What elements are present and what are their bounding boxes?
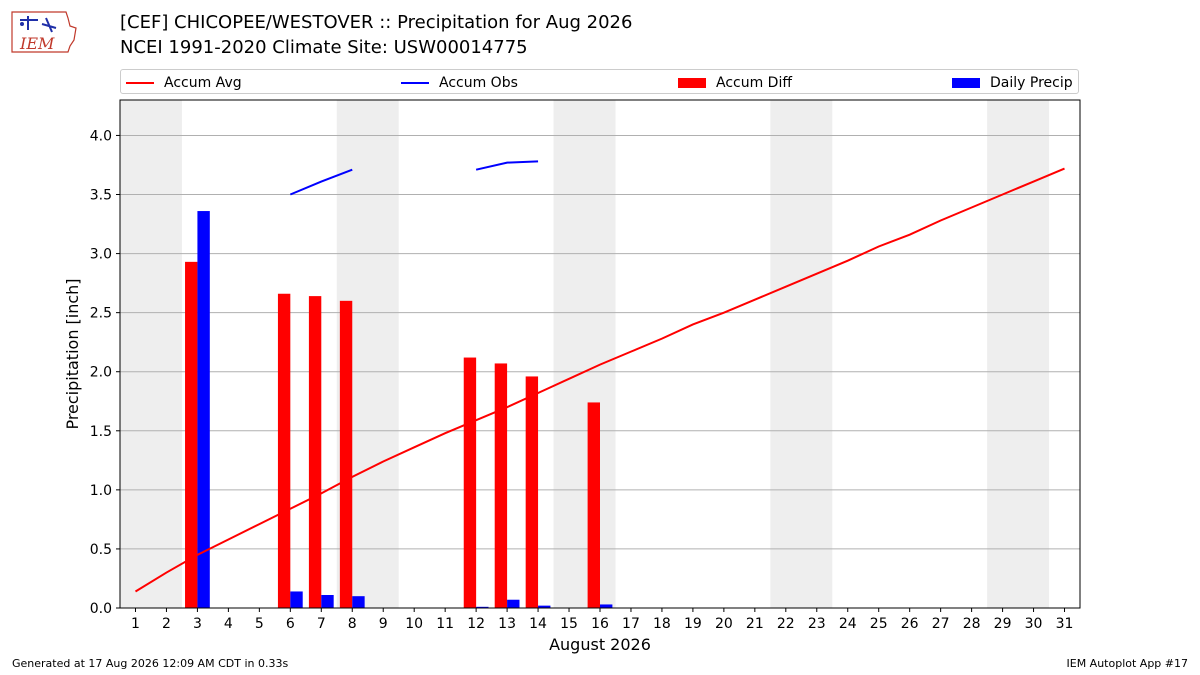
y-axis-label: Precipitation [inch] <box>63 278 82 429</box>
accum-diff-bar <box>525 376 539 608</box>
accum-diff-bar <box>463 357 477 608</box>
daily-precip-bar <box>321 595 334 608</box>
daily-precip-bar <box>507 599 520 608</box>
x-tick-label: 20 <box>715 616 733 632</box>
x-tick-label: 1 <box>131 616 140 632</box>
x-tick-label: 30 <box>1025 616 1043 632</box>
legend-swatch-accum-obs <box>401 81 429 84</box>
y-tick-label: 4.0 <box>90 128 112 144</box>
x-tick-label: 18 <box>653 616 671 632</box>
accum-obs-line <box>475 160 539 171</box>
x-tick-label: 14 <box>529 616 547 632</box>
daily-precip-bar <box>197 211 210 609</box>
x-tick-label: 7 <box>317 616 326 632</box>
x-tick-label: 4 <box>224 616 233 632</box>
x-tick-label: 28 <box>963 616 981 632</box>
legend-item-daily-precip: Daily Precip <box>952 70 1073 95</box>
y-tick-label: 0.5 <box>90 542 112 558</box>
generated-timestamp: Generated at 17 Aug 2026 12:09 AM CDT in… <box>12 657 289 670</box>
y-tick-label: 0.0 <box>90 601 112 617</box>
legend-label-accum-diff: Accum Diff <box>716 74 793 91</box>
app-credit: IEM Autoplot App #17 <box>1066 657 1189 670</box>
weekend-shade <box>120 100 182 608</box>
x-tick-label: 24 <box>839 616 857 632</box>
x-tick-label: 9 <box>379 616 388 632</box>
legend-item-accum-obs: Accum Obs <box>401 70 518 95</box>
accum-diff-bar <box>277 293 291 608</box>
legend-swatch-accum-avg <box>126 81 154 84</box>
chart-subtitle: NCEI 1991-2020 Climate Site: USW00014775 <box>120 37 528 58</box>
chart-legend: Accum Avg Accum Obs Accum Diff Daily Pre… <box>120 69 1079 94</box>
x-tick-label: 27 <box>932 616 950 632</box>
chart-title: [CEF] CHICOPEE/WESTOVER :: Precipitation… <box>120 12 633 33</box>
y-tick-label: 3.5 <box>90 188 112 204</box>
x-tick-label: 29 <box>994 616 1012 632</box>
x-tick-label: 23 <box>808 616 826 632</box>
legend-swatch-daily-precip <box>952 77 980 88</box>
accum-diff-bar <box>587 402 600 608</box>
logo-text: IEM <box>19 34 55 53</box>
daily-precip-bar <box>600 604 613 608</box>
x-tick-label: 25 <box>870 616 888 632</box>
x-tick-label: 15 <box>560 616 578 632</box>
accum-diff-bar <box>308 296 322 608</box>
legend-item-accum-avg: Accum Avg <box>126 70 242 95</box>
legend-label-daily-precip: Daily Precip <box>990 74 1073 91</box>
x-tick-label: 6 <box>286 616 295 632</box>
x-tick-label: 16 <box>591 616 609 632</box>
y-tick-label: 1.5 <box>90 424 112 440</box>
x-tick-label: 31 <box>1056 616 1074 632</box>
accum-diff-bar <box>494 363 508 608</box>
x-tick-label: 3 <box>193 616 202 632</box>
x-tick-label: 5 <box>255 616 264 632</box>
weekend-shade <box>987 100 1050 608</box>
x-tick-label: 11 <box>436 616 454 632</box>
legend-item-accum-diff: Accum Diff <box>678 70 792 95</box>
accum-obs-line <box>289 168 353 196</box>
legend-label-accum-obs: Accum Obs <box>439 74 518 91</box>
x-tick-label: 2 <box>162 616 171 632</box>
daily-precip-bar <box>290 591 303 608</box>
weekend-shade <box>770 100 833 608</box>
daily-precip-bar <box>476 606 489 608</box>
x-tick-label: 13 <box>498 616 516 632</box>
weekend-shade <box>553 100 616 608</box>
y-tick-label: 2.5 <box>90 306 112 322</box>
daily-precip-bar <box>538 605 551 608</box>
legend-swatch-accum-diff <box>678 77 706 88</box>
x-tick-label: 10 <box>405 616 423 632</box>
accum-diff-bar <box>339 300 353 608</box>
accum-avg-line <box>134 167 1065 593</box>
legend-label-accum-avg: Accum Avg <box>164 74 242 91</box>
x-tick-label: 22 <box>777 616 795 632</box>
iem-logo: IEM <box>8 6 82 58</box>
accum-diff-bar <box>185 261 198 608</box>
x-tick-label: 21 <box>746 616 764 632</box>
x-tick-label: 19 <box>684 616 702 632</box>
daily-precip-bar <box>352 596 365 608</box>
x-tick-label: 8 <box>348 616 357 632</box>
y-tick-label: 3.0 <box>90 247 112 263</box>
x-tick-label: 12 <box>467 616 485 632</box>
x-axis-label: August 2026 <box>549 635 651 654</box>
x-tick-label: 17 <box>622 616 640 632</box>
x-tick-label: 26 <box>901 616 919 632</box>
y-tick-label: 1.0 <box>90 483 112 499</box>
y-tick-label: 2.0 <box>90 365 112 381</box>
